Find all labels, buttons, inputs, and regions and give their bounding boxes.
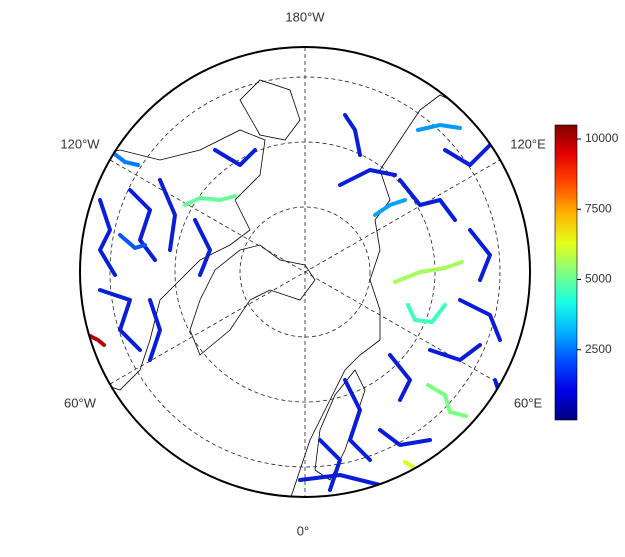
river bbox=[426, 383, 468, 418]
river bbox=[393, 260, 464, 284]
river bbox=[110, 150, 140, 167]
greenland bbox=[189, 244, 316, 356]
river bbox=[428, 343, 482, 362]
river bbox=[98, 198, 117, 277]
colorbar-tick-label: 7500 bbox=[585, 201, 612, 215]
river bbox=[88, 334, 106, 347]
lon-label: 120°W bbox=[60, 136, 100, 151]
river bbox=[468, 228, 492, 282]
colorbar-tick-label: 2500 bbox=[585, 342, 612, 356]
meridian-line bbox=[109, 159, 501, 385]
river bbox=[128, 188, 157, 262]
river bbox=[98, 288, 142, 352]
river bbox=[343, 113, 362, 157]
river bbox=[378, 428, 432, 447]
lon-label: 60°E bbox=[514, 395, 543, 410]
colorbar-tick-label: 5000 bbox=[585, 272, 612, 286]
river bbox=[388, 353, 412, 402]
river bbox=[398, 178, 457, 222]
river bbox=[158, 178, 177, 252]
river bbox=[373, 198, 407, 217]
colorbar bbox=[554, 124, 578, 421]
river bbox=[338, 168, 397, 187]
colorbar-tick-label: 10000 bbox=[585, 131, 619, 145]
river bbox=[298, 473, 382, 487]
minor-rivers bbox=[98, 113, 507, 492]
lon-label: 0° bbox=[297, 523, 309, 538]
river bbox=[403, 460, 415, 469]
lon-label: 180°W bbox=[285, 9, 325, 24]
alaska bbox=[239, 79, 301, 141]
river bbox=[148, 298, 162, 362]
river bbox=[213, 148, 257, 167]
river bbox=[183, 194, 237, 207]
river bbox=[318, 438, 342, 492]
map-border bbox=[79, 46, 531, 498]
lon-label: 60°W bbox=[64, 395, 97, 410]
river bbox=[406, 303, 447, 324]
river bbox=[343, 378, 372, 462]
river bbox=[193, 218, 212, 277]
north-america bbox=[80, 129, 266, 391]
map-body bbox=[80, 47, 530, 497]
river bbox=[458, 298, 502, 342]
river bbox=[443, 143, 492, 167]
river bbox=[416, 123, 462, 132]
lon-label: 120°E bbox=[510, 136, 546, 151]
river bbox=[118, 233, 147, 250]
